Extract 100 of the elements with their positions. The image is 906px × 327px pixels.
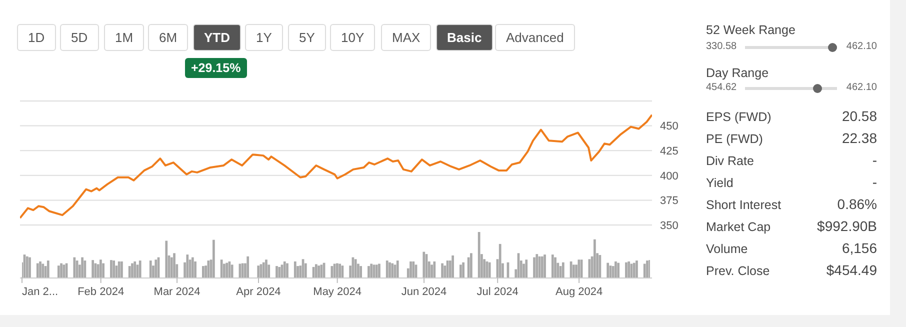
- bar: [551, 254, 554, 278]
- bar: [165, 240, 168, 278]
- bar: [226, 262, 228, 278]
- bar: [262, 262, 265, 278]
- text: -: [872, 174, 877, 190]
- bar: [73, 257, 76, 278]
- bar: [134, 261, 136, 278]
- bar: [26, 256, 28, 278]
- text: 454.62: [706, 82, 737, 93]
- text: Short Interest: [706, 198, 782, 212]
- bar: [276, 266, 278, 278]
- bar: [412, 261, 415, 278]
- bar: [578, 260, 580, 278]
- x-tick-label: Jan 2...: [22, 286, 58, 298]
- bar: [628, 261, 630, 278]
- bar: [194, 261, 196, 278]
- text: 462.10: [846, 41, 877, 52]
- text: 330.58: [706, 41, 737, 52]
- text: Div Rate: [706, 154, 754, 168]
- text: EPS (FWD): [706, 110, 772, 124]
- text: Day Range: [706, 66, 769, 80]
- text: Yield: [706, 176, 734, 190]
- bar: [92, 260, 94, 278]
- bar: [154, 260, 158, 278]
- bar: [46, 260, 50, 278]
- bar: [246, 256, 250, 278]
- text: YTD: [193, 24, 241, 51]
- text: 52 Week Range: [706, 23, 796, 37]
- bar: [614, 261, 617, 278]
- text: 1D: [17, 24, 56, 51]
- bar: [594, 239, 596, 278]
- bar: [643, 264, 646, 278]
- bar: [223, 264, 226, 278]
- bar: [62, 264, 66, 278]
- bar: [370, 264, 373, 278]
- x-tick-label: Feb 2024: [78, 286, 124, 298]
- bar: [338, 264, 341, 278]
- bar: [522, 264, 525, 278]
- bar: [378, 264, 380, 278]
- text: $454.49: [826, 262, 877, 278]
- x-tick-label: May 2024: [313, 286, 362, 298]
- bar: [625, 262, 628, 278]
- bar: [488, 262, 491, 278]
- bar: [386, 260, 388, 278]
- text: 6M: [148, 24, 188, 51]
- bar: [462, 262, 464, 278]
- y-tick-label: 450: [660, 120, 678, 133]
- bar: [368, 266, 370, 278]
- bar: [212, 240, 215, 278]
- text: Prev. Close: [706, 264, 770, 278]
- bar: [257, 266, 260, 278]
- bar: [28, 257, 31, 278]
- bar: [536, 254, 538, 278]
- bar: [112, 260, 116, 278]
- bar: [118, 261, 120, 278]
- y-tick-label: 425: [660, 146, 678, 158]
- x-tick-label: Jul 2024: [476, 286, 518, 298]
- bar: [562, 262, 564, 278]
- bar: [283, 261, 286, 278]
- bar: [410, 261, 412, 278]
- bar: [540, 256, 544, 278]
- bar: [441, 263, 444, 278]
- bar: [422, 252, 426, 278]
- text: 20.58: [842, 108, 877, 124]
- bar: [330, 266, 334, 278]
- bar: [498, 244, 502, 278]
- line-series: [20, 114, 652, 220]
- bar: [149, 260, 152, 278]
- bar: [131, 263, 134, 278]
- bar: [470, 253, 472, 278]
- bar: [554, 257, 556, 278]
- bar: [533, 257, 536, 278]
- bar: [286, 263, 288, 278]
- bar: [460, 264, 462, 278]
- y-tick-label: 375: [660, 195, 678, 208]
- y-tick-label: 400: [660, 170, 678, 182]
- bar: [632, 262, 636, 278]
- bar: [60, 263, 62, 278]
- text: $992.90B: [817, 218, 877, 234]
- bar: [318, 266, 320, 278]
- bar: [525, 260, 528, 278]
- bar: [433, 261, 436, 278]
- bar: [120, 261, 123, 278]
- bar: [617, 262, 620, 278]
- bar: [241, 263, 244, 278]
- text: -: [872, 152, 877, 168]
- bar: [391, 263, 394, 278]
- bar: [336, 263, 338, 278]
- bar: [606, 262, 610, 278]
- text: 462.10: [846, 82, 877, 93]
- bar: [646, 260, 648, 278]
- text: Market Cap: [706, 220, 771, 234]
- bar: [36, 263, 39, 278]
- text: 5Y: [288, 24, 326, 51]
- bar: [388, 262, 391, 278]
- bar: [375, 264, 378, 278]
- bar: [452, 255, 454, 278]
- bar: [230, 264, 234, 278]
- text: 22.38: [842, 130, 877, 146]
- bar: [138, 260, 142, 278]
